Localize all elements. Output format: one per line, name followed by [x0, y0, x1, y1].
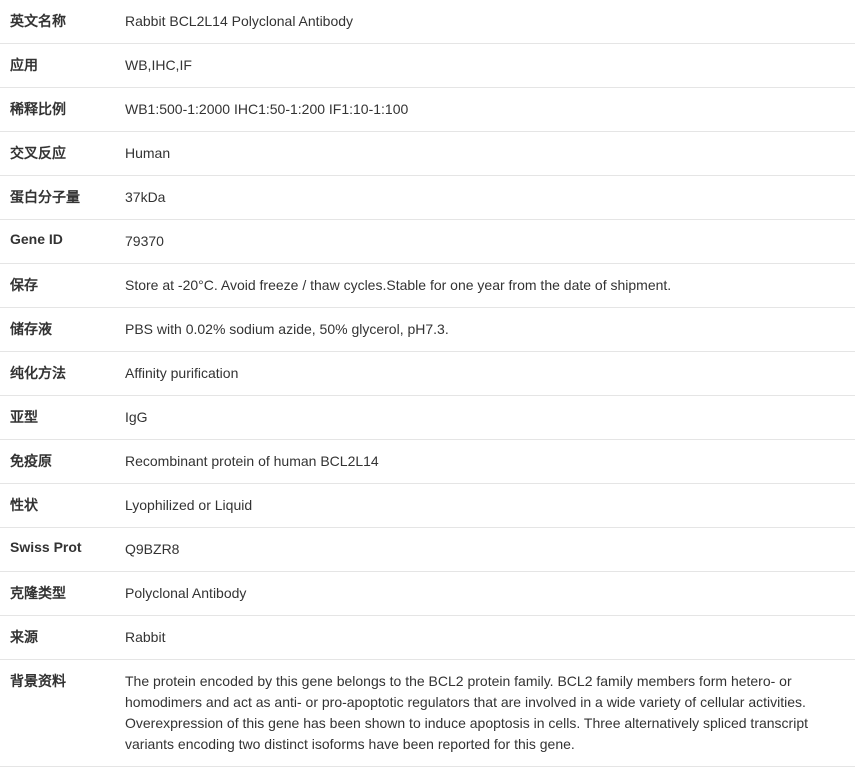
table-row: 保存 Store at -20°C. Avoid freeze / thaw c… [0, 264, 855, 308]
row-label: 保存 [10, 275, 125, 295]
row-label: 性状 [10, 495, 125, 515]
row-label: 应用 [10, 55, 125, 75]
row-value: Store at -20°C. Avoid freeze / thaw cycl… [125, 275, 845, 296]
row-value: Human [125, 143, 845, 164]
row-value: WB1:500-1:2000 IHC1:50-1:200 IF1:10-1:10… [125, 99, 845, 120]
row-value: Recombinant protein of human BCL2L14 [125, 451, 845, 472]
table-row: 交叉反应 Human [0, 132, 855, 176]
row-value: IgG [125, 407, 845, 428]
table-row: 性状 Lyophilized or Liquid [0, 484, 855, 528]
table-row: 来源 Rabbit [0, 616, 855, 660]
table-row: 储存液 PBS with 0.02% sodium azide, 50% gly… [0, 308, 855, 352]
row-value: Rabbit BCL2L14 Polyclonal Antibody [125, 11, 845, 32]
table-row: 应用 WB,IHC,IF [0, 44, 855, 88]
table-row: 背景资料 The protein encoded by this gene be… [0, 660, 855, 767]
row-label: 来源 [10, 627, 125, 647]
row-label: Gene ID [10, 231, 125, 247]
row-value: 79370 [125, 231, 845, 252]
table-row: 亚型 IgG [0, 396, 855, 440]
row-value: Polyclonal Antibody [125, 583, 845, 604]
table-row: 纯化方法 Affinity purification [0, 352, 855, 396]
table-row: 稀释比例 WB1:500-1:2000 IHC1:50-1:200 IF1:10… [0, 88, 855, 132]
row-value: Q9BZR8 [125, 539, 845, 560]
row-label: 储存液 [10, 319, 125, 339]
row-label: 亚型 [10, 407, 125, 427]
row-value: Affinity purification [125, 363, 845, 384]
row-label: 稀释比例 [10, 99, 125, 119]
row-label: 英文名称 [10, 11, 125, 31]
row-label: 免疫原 [10, 451, 125, 471]
row-value: PBS with 0.02% sodium azide, 50% glycero… [125, 319, 845, 340]
row-value: 37kDa [125, 187, 845, 208]
row-label: 交叉反应 [10, 143, 125, 163]
table-row: Gene ID 79370 [0, 220, 855, 264]
row-value: Lyophilized or Liquid [125, 495, 845, 516]
row-label: 背景资料 [10, 671, 125, 691]
row-label: 克隆类型 [10, 583, 125, 603]
row-value: WB,IHC,IF [125, 55, 845, 76]
table-row: 英文名称 Rabbit BCL2L14 Polyclonal Antibody [0, 0, 855, 44]
table-row: 克隆类型 Polyclonal Antibody [0, 572, 855, 616]
row-label: 蛋白分子量 [10, 187, 125, 207]
table-row: Swiss Prot Q9BZR8 [0, 528, 855, 572]
row-label: 纯化方法 [10, 363, 125, 383]
table-row: 免疫原 Recombinant protein of human BCL2L14 [0, 440, 855, 484]
row-label: Swiss Prot [10, 539, 125, 555]
table-row: 蛋白分子量 37kDa [0, 176, 855, 220]
product-spec-table: 英文名称 Rabbit BCL2L14 Polyclonal Antibody … [0, 0, 855, 767]
row-value: Rabbit [125, 627, 845, 648]
row-value: The protein encoded by this gene belongs… [125, 671, 845, 755]
